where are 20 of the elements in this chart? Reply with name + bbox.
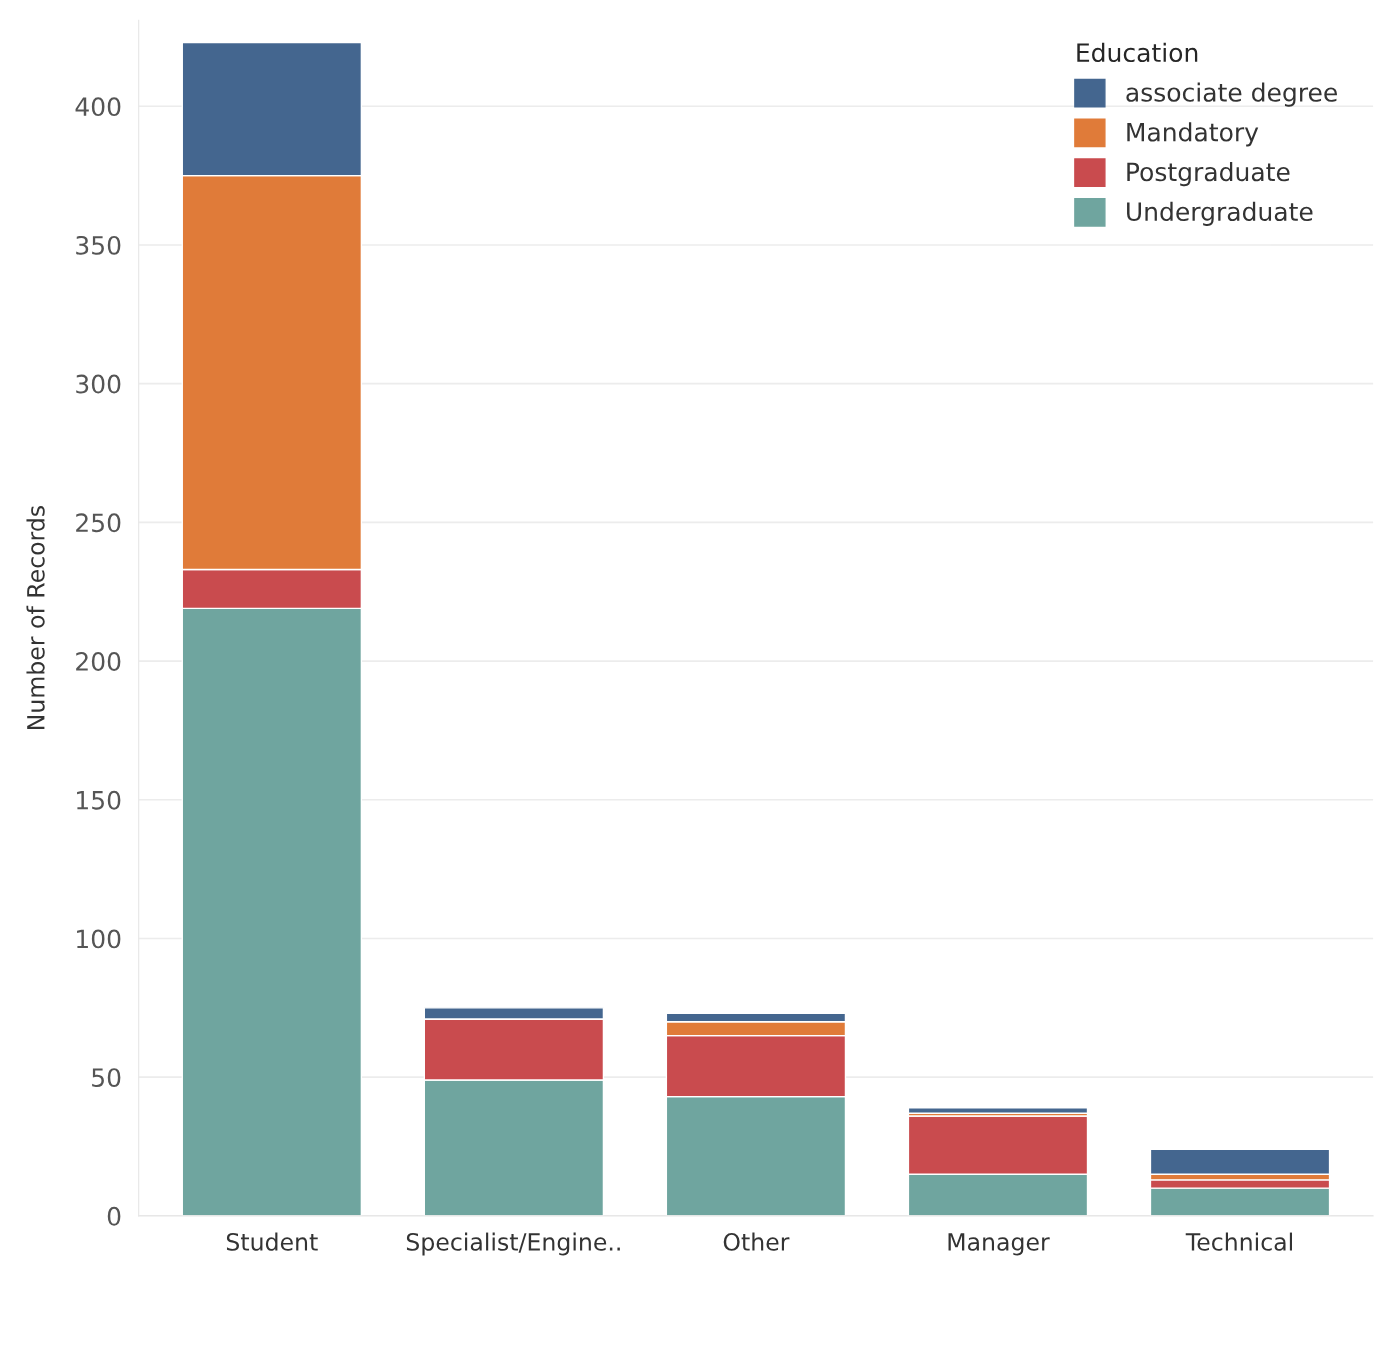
y-tick-label: 400: [75, 97, 121, 117]
y-tick-label: 100: [77, 929, 121, 949]
x-tick-label: Specialist/Engine..: [406, 1232, 620, 1256]
legend-label: associate degree: [1126, 82, 1337, 107]
legend-title: Education: [1077, 42, 1198, 63]
y-tick-label: 50: [92, 1068, 121, 1088]
legend-label: Mandatory: [1127, 122, 1259, 147]
y-axis-title: Number of Records: [26, 505, 45, 730]
y-tick-label: 200: [76, 652, 121, 671]
x-tick-label: Manager: [948, 1233, 1050, 1256]
x-tick-label: Other: [723, 1232, 790, 1251]
y-tick-label: 0: [107, 1206, 121, 1226]
y-tick-label: 250: [76, 513, 121, 533]
y-tick-label: 150: [77, 790, 121, 810]
legend-label: Undergraduate: [1127, 201, 1313, 226]
x-tick-label: Technical: [1185, 1232, 1292, 1251]
y-tick-label: 350: [76, 235, 121, 255]
y-tick-label: 300: [76, 374, 121, 394]
x-tick-label: Student: [226, 1232, 318, 1251]
legend-label: Postgraduate: [1127, 161, 1290, 187]
